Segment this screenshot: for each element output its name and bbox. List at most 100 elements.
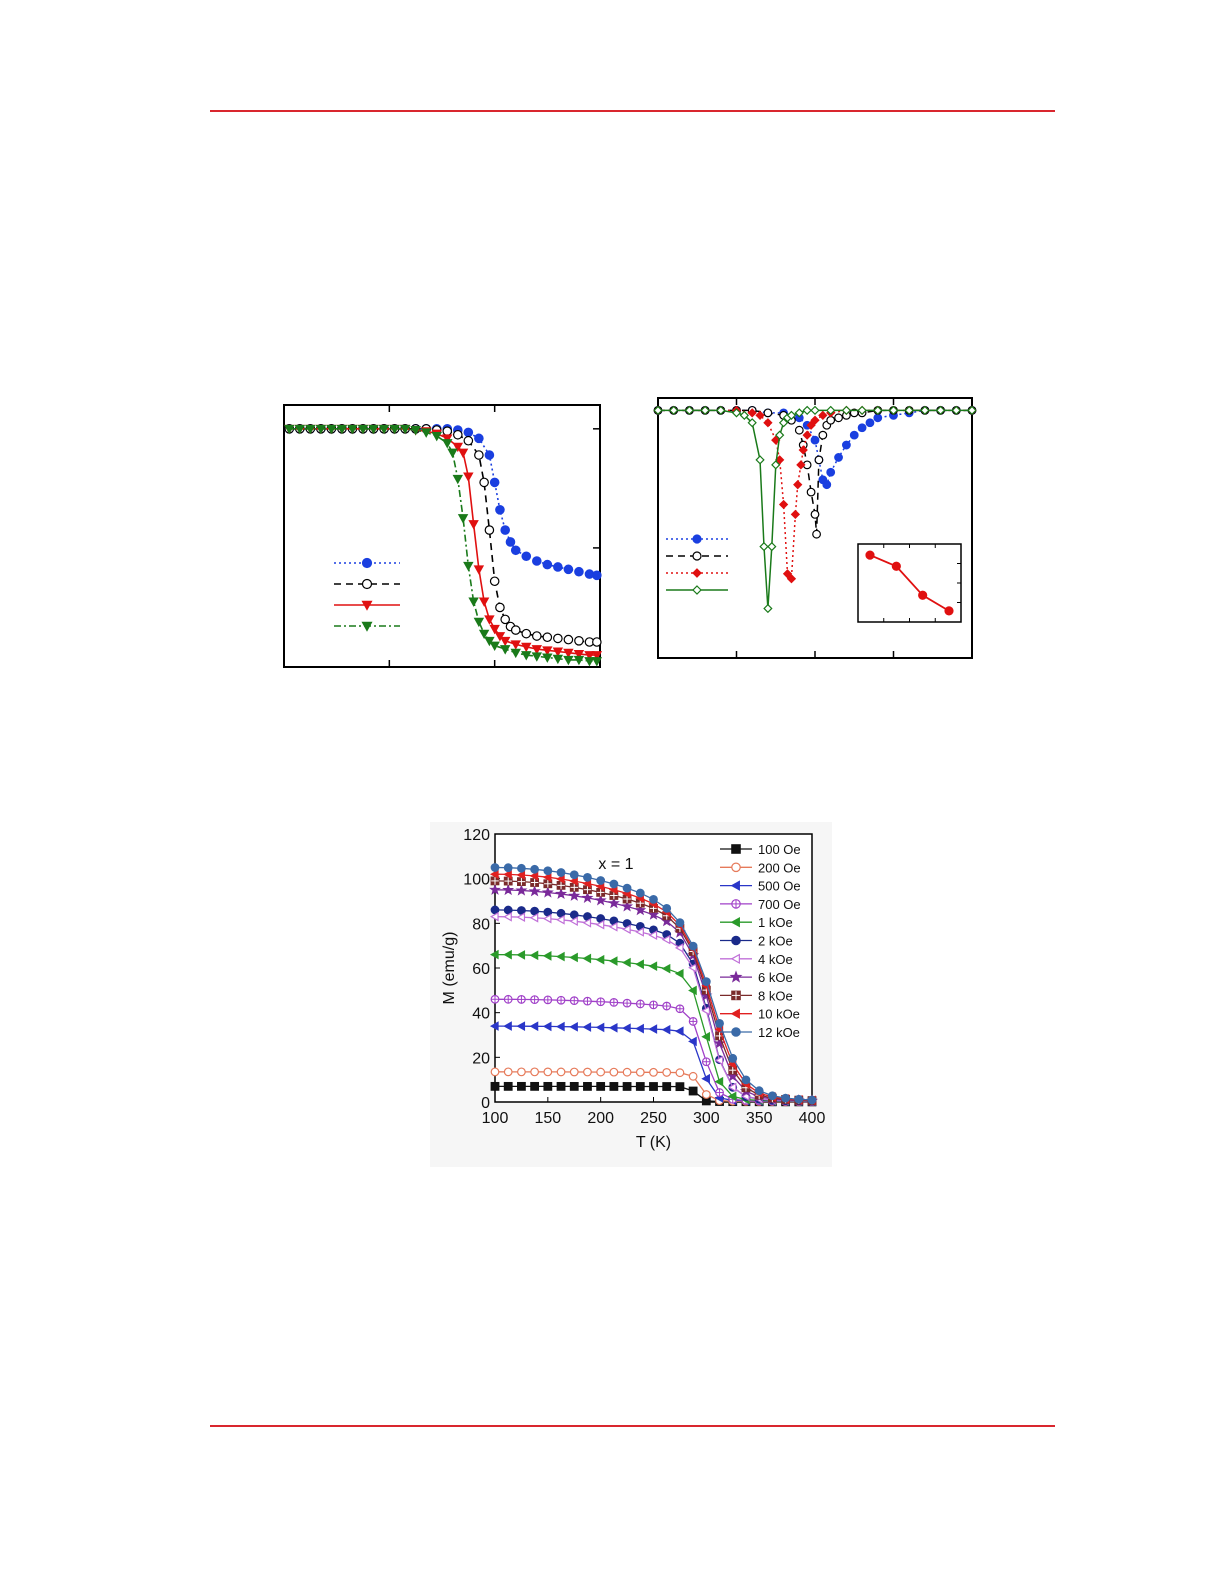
data-point-2-14 <box>674 1026 684 1037</box>
data-point-0-12 <box>649 1082 658 1091</box>
data-point-7-7 <box>581 891 594 904</box>
data-point-3-31 <box>563 655 574 666</box>
data-point-3-25 <box>499 645 511 655</box>
data-point-0-1 <box>503 1081 513 1091</box>
data-point-10-6 <box>569 870 579 880</box>
data-point-6-13 <box>661 934 671 945</box>
data-point-1-10 <box>794 425 804 435</box>
data-point-3-32 <box>573 655 585 666</box>
data-point-4-13 <box>661 963 671 974</box>
data-point-3-0 <box>284 424 295 435</box>
data-point-0-19 <box>484 450 495 460</box>
data-point-3-6 <box>739 410 749 420</box>
data-point-0-18 <box>849 430 859 440</box>
data-point-3-3 <box>700 405 710 416</box>
data-point-10-15 <box>688 941 698 951</box>
data-point-1-13 <box>662 1068 672 1077</box>
data-point-2-6 <box>747 408 757 418</box>
data-point-0-14 <box>675 1082 685 1092</box>
data-point-2-13 <box>661 1024 671 1035</box>
data-point-6-18 <box>727 1082 737 1093</box>
legend-label-9: 10 kOe <box>758 1007 800 1022</box>
data-point-10-11 <box>635 888 645 898</box>
data-point-10-23 <box>794 1094 804 1104</box>
data-point-3-29 <box>967 405 977 416</box>
data-point-3-5 <box>336 424 348 435</box>
plot-frame <box>283 404 601 668</box>
data-point-3-0 <box>653 405 663 416</box>
data-point-1-15 <box>442 426 453 436</box>
data-point-3-5 <box>731 408 742 418</box>
data-point-0-17 <box>841 440 851 450</box>
data-point-10-24 <box>807 1095 817 1105</box>
data-point-3-8 <box>368 424 379 435</box>
data-point-6-0 <box>489 911 499 922</box>
data-point-0-2 <box>517 1081 526 1091</box>
data-point-3-27 <box>935 405 946 416</box>
data-point-9-0 <box>489 869 499 880</box>
data-point-3-4 <box>716 405 726 416</box>
data-point-10-3 <box>530 864 540 874</box>
legend-marker-4 <box>730 916 740 928</box>
data-point-2-17 <box>457 448 469 459</box>
data-point-2-15 <box>442 434 453 444</box>
data-point-3-13 <box>420 428 432 438</box>
data-point-3-10 <box>389 424 400 435</box>
data-point-0-21 <box>495 505 505 515</box>
data-point-6-4 <box>542 913 552 924</box>
data-point-3-33 <box>584 657 595 667</box>
data-point-2-26 <box>510 640 521 650</box>
data-point-2-19 <box>806 420 816 430</box>
data-point-9-6 <box>569 876 578 886</box>
data-point-4-17 <box>714 1076 724 1087</box>
inset-point-2 <box>918 590 928 600</box>
data-point-2-19 <box>468 520 479 530</box>
legend-marker-1 <box>731 862 741 873</box>
data-point-3-14 <box>431 432 442 442</box>
data-point-3-13 <box>775 430 785 440</box>
legend-label-2: 500 Oe <box>758 879 801 894</box>
data-point-0-11 <box>810 435 820 445</box>
data-point-0-17 <box>463 427 474 438</box>
data-point-1-30 <box>563 634 574 645</box>
legend-label-8: 8 kOe <box>758 988 793 1003</box>
data-point-2-20 <box>473 565 485 575</box>
inset-line <box>869 554 950 612</box>
data-point-2-16 <box>796 460 806 470</box>
y-tick-label-3: 60 <box>472 961 490 978</box>
data-point-0-18 <box>474 433 484 444</box>
legend-marker-10 <box>731 1027 741 1037</box>
data-point-9-2 <box>516 870 526 880</box>
data-point-10-0 <box>490 863 500 872</box>
y-tick-label-0: 0 <box>481 1095 490 1112</box>
data-point-7-2 <box>515 884 528 896</box>
data-point-7-10 <box>621 900 634 912</box>
data-point-0-19 <box>857 423 867 433</box>
series-10: 12 kOe <box>490 863 817 1105</box>
y-axis-label: M (emu/g) <box>441 932 458 1005</box>
data-point-3-3 <box>315 424 327 435</box>
data-point-2-1 <box>503 1021 512 1031</box>
data-point-3-21 <box>473 617 485 628</box>
data-point-1-20 <box>484 525 495 535</box>
data-point-0-3 <box>530 1081 540 1091</box>
data-point-3-9 <box>378 424 390 435</box>
data-point-2-6 <box>569 1022 578 1032</box>
data-point-2-10 <box>622 1023 631 1033</box>
data-point-1-20 <box>834 413 843 423</box>
y-tick-label-5: 100 <box>463 872 490 889</box>
data-point-3-21 <box>841 405 852 416</box>
data-point-2-24 <box>494 632 506 642</box>
legend-label-6: 4 kOe <box>758 952 793 967</box>
data-point-0-22 <box>500 525 510 535</box>
data-point-4-3 <box>529 950 539 961</box>
data-point-10-12 <box>649 894 658 904</box>
data-point-10-8 <box>596 876 606 885</box>
data-point-4-12 <box>648 961 658 971</box>
figure-bottom-panel: 100 150 200 250 300 350 400 0 20 40 60 80 100 120 T (K… <box>430 822 832 1172</box>
x-tick-label-0: 100 <box>482 1110 509 1127</box>
legend-label-4: 1 kOe <box>758 915 793 930</box>
data-point-10-2 <box>517 863 526 873</box>
legend-label-3: 700 Oe <box>758 897 801 912</box>
legend-marker-2 <box>361 600 373 611</box>
